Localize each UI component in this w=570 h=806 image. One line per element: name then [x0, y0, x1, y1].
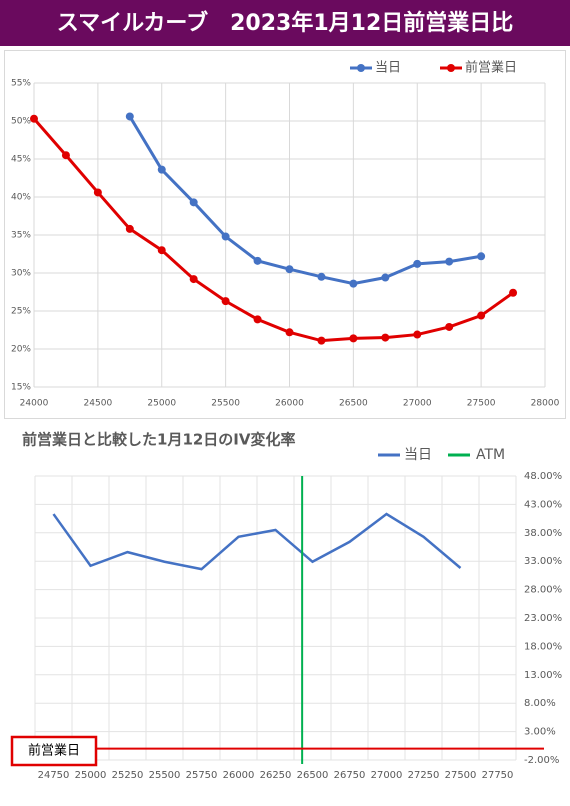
- x-tick-label: 25500: [149, 770, 181, 781]
- x-tick-label: 25250: [112, 770, 144, 781]
- x-tick-label: 27250: [408, 770, 440, 781]
- y2-tick-label: 13.00%: [524, 670, 562, 681]
- y2-tick-label: 33.00%: [524, 556, 562, 567]
- x-tick-label: 24500: [84, 399, 113, 409]
- y2-tick-label: 8.00%: [524, 698, 556, 709]
- series-marker: [61, 151, 70, 160]
- series-marker: [253, 315, 262, 324]
- x-tick-label: 27500: [445, 770, 477, 781]
- series-marker: [413, 259, 422, 268]
- y-tick-label: 15%: [11, 383, 31, 393]
- series-marker: [413, 330, 422, 339]
- x-tick-label: 25500: [211, 399, 240, 409]
- legend-marker: [357, 64, 365, 72]
- y-tick-label: 40%: [11, 193, 31, 203]
- baseline-label: 前営業日: [28, 743, 80, 759]
- y2-tick-label: 28.00%: [524, 585, 562, 596]
- x-tick-label: 24750: [38, 770, 70, 781]
- series-marker: [221, 297, 230, 306]
- legend-label: 当日: [404, 447, 432, 463]
- x-tick-label: 26500: [297, 770, 329, 781]
- series-marker: [317, 272, 326, 281]
- series-marker: [317, 336, 326, 345]
- y-tick-label: 30%: [11, 269, 31, 279]
- series-marker: [125, 112, 134, 121]
- series-line: [128, 115, 482, 286]
- series-marker: [381, 273, 390, 282]
- y2-tick-label: 3.00%: [524, 727, 556, 738]
- chart-title: 前営業日と比較した1月12日のIV変化率: [22, 431, 296, 449]
- series-marker: [381, 333, 390, 342]
- x-tick-label: 25000: [75, 770, 107, 781]
- x-tick-label: 26000: [223, 770, 255, 781]
- series-marker: [93, 188, 102, 197]
- y-tick-label: 50%: [11, 117, 31, 127]
- legend-label: 当日: [375, 61, 401, 76]
- x-tick-label: 28000: [531, 399, 560, 409]
- x-tick-label: 27750: [482, 770, 514, 781]
- x-tick-label: 26750: [334, 770, 366, 781]
- x-tick-label: 26250: [260, 770, 292, 781]
- x-tick-label: 25000: [147, 399, 176, 409]
- legend-label: ATM: [476, 447, 505, 463]
- series-marker: [125, 224, 134, 233]
- series-marker: [157, 165, 166, 174]
- legend-marker: [447, 64, 455, 72]
- y2-tick-label: 43.00%: [524, 499, 562, 510]
- header-title: スマイルカーブ 2023年1月12日前営業日比: [57, 10, 514, 36]
- x-tick-label: 26000: [275, 399, 304, 409]
- x-tick-label: 27000: [371, 770, 403, 781]
- series-marker: [157, 246, 166, 255]
- series-marker: [445, 322, 454, 331]
- series-marker: [477, 311, 486, 320]
- series-line: [32, 117, 514, 343]
- y-tick-label: 35%: [11, 231, 31, 241]
- x-tick-label: 25750: [186, 770, 218, 781]
- x-tick-label: 24000: [20, 399, 49, 409]
- series-marker: [349, 334, 358, 343]
- series-marker: [189, 198, 198, 207]
- y2-tick-label: 48.00%: [524, 471, 562, 482]
- series-marker: [285, 328, 294, 337]
- series-marker: [349, 279, 358, 288]
- y-tick-label: 55%: [11, 79, 31, 89]
- y2-tick-label: -2.00%: [524, 755, 559, 766]
- y-tick-label: 45%: [11, 155, 31, 165]
- y2-tick-label: 38.00%: [524, 528, 562, 539]
- y-tick-label: 20%: [11, 345, 31, 355]
- x-tick-label: 27500: [467, 399, 496, 409]
- x-tick-label: 27000: [403, 399, 432, 409]
- y-tick-label: 25%: [11, 307, 31, 317]
- series-marker: [221, 232, 230, 241]
- series-marker: [445, 257, 454, 266]
- header-band: [0, 0, 570, 46]
- series-marker: [509, 288, 518, 297]
- series-marker: [30, 114, 38, 123]
- baseline-label-box: [10, 735, 98, 767]
- series-marker: [477, 252, 486, 261]
- series-marker: [253, 256, 262, 265]
- chart-frame: [4, 50, 566, 419]
- series-line: [52, 512, 462, 571]
- y2-tick-label: 18.00%: [524, 641, 562, 652]
- legend-label: 前営業日: [465, 60, 517, 76]
- series-marker: [285, 265, 294, 274]
- y2-tick-label: 23.00%: [524, 613, 562, 624]
- x-tick-label: 26500: [339, 399, 368, 409]
- series-marker: [189, 275, 198, 284]
